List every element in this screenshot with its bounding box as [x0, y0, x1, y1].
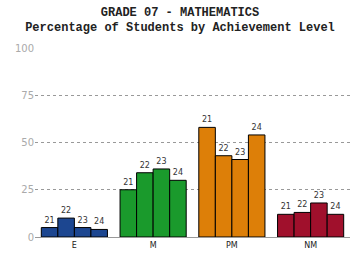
svg-text:50: 50: [21, 137, 34, 148]
svg-text:21: 21: [202, 115, 212, 124]
svg-text:24: 24: [173, 168, 183, 177]
svg-text:E: E: [72, 241, 77, 250]
svg-text:21: 21: [281, 202, 291, 211]
svg-text:21: 21: [123, 178, 133, 187]
svg-text:100: 100: [15, 43, 34, 54]
svg-text:23: 23: [314, 191, 324, 200]
svg-text:0: 0: [28, 232, 34, 243]
svg-text:23: 23: [156, 157, 166, 166]
svg-text:23: 23: [78, 216, 88, 225]
svg-text:GRADE 07 - MATHEMATICSPercenta: GRADE 07 - MATHEMATICSPercentage of Stud…: [25, 6, 335, 36]
svg-text:M: M: [150, 241, 157, 250]
svg-text:24: 24: [330, 202, 340, 211]
svg-text:75: 75: [21, 90, 34, 101]
svg-text:NM: NM: [304, 241, 317, 250]
svg-text:23: 23: [235, 148, 245, 157]
svg-text:25: 25: [21, 184, 34, 195]
svg-text:22: 22: [297, 200, 307, 209]
svg-text:22: 22: [140, 161, 150, 170]
svg-text:PM: PM: [226, 241, 238, 250]
svg-text:22: 22: [219, 144, 229, 153]
svg-text:24: 24: [94, 217, 104, 226]
svg-text:22: 22: [61, 206, 71, 215]
svg-text:21: 21: [44, 216, 54, 225]
svg-text:24: 24: [252, 123, 262, 132]
